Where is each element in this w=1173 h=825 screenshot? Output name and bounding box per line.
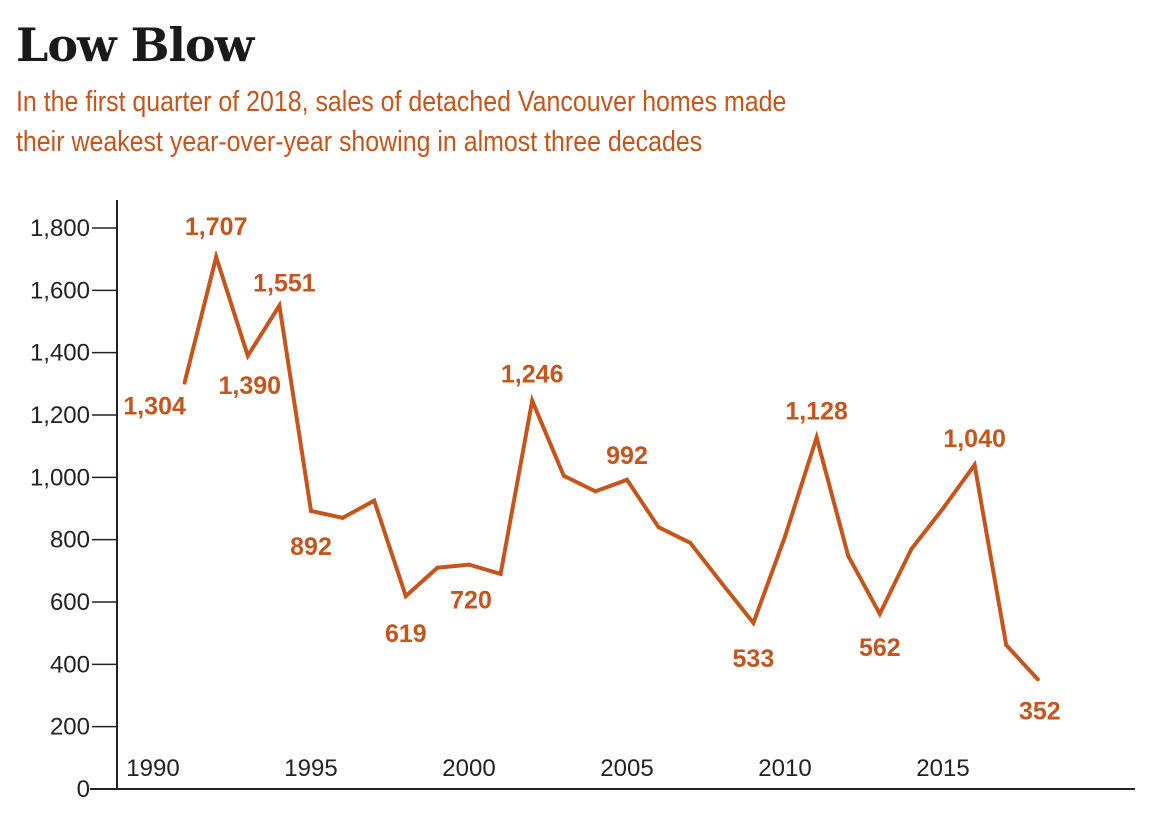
x-tick-label: 2015 — [916, 755, 969, 782]
data-point — [530, 398, 535, 403]
data-label: 533 — [733, 645, 775, 673]
data-point — [625, 477, 629, 482]
data-label: 562 — [859, 634, 901, 662]
data-label: 1,707 — [185, 213, 248, 241]
data-point — [561, 473, 566, 478]
y-tick-label: 400 — [50, 651, 90, 678]
data-label: 1,040 — [943, 425, 1006, 453]
data-point — [877, 611, 882, 616]
y-tick-label: 1,000 — [30, 464, 90, 491]
y-tick-label: 800 — [50, 527, 90, 554]
data-label: 1,304 — [123, 393, 186, 421]
data-point — [277, 303, 282, 308]
x-tick-label: 1995 — [284, 755, 337, 782]
y-tick-label: 1,200 — [30, 402, 90, 429]
chart-subtitle-line1: In the first quarter of 2018, sales of d… — [16, 86, 787, 118]
x-tick-label: 2010 — [758, 755, 811, 782]
data-point — [751, 620, 756, 625]
y-tick-label: 600 — [50, 589, 90, 616]
data-label: 892 — [290, 533, 332, 561]
data-label: 992 — [606, 442, 648, 470]
data-point — [593, 489, 598, 494]
x-tick-label: 2000 — [442, 755, 495, 782]
data-point — [719, 581, 724, 586]
data-point — [309, 508, 313, 513]
data-point — [846, 553, 851, 558]
data-label: 1,551 — [253, 270, 316, 298]
data-point — [372, 498, 377, 503]
data-point — [814, 435, 819, 440]
data-point — [1035, 677, 1040, 682]
data-point — [498, 571, 503, 576]
y-tick-label: 1,800 — [30, 215, 90, 242]
data-point — [182, 380, 187, 385]
data-point — [909, 547, 914, 552]
y-tick-label: 0 — [77, 776, 90, 803]
data-point — [656, 525, 661, 530]
data-label: 1,246 — [501, 361, 564, 389]
x-tick-label: 2005 — [600, 755, 653, 782]
chart-title: Low Blow — [16, 18, 254, 72]
data-point — [941, 506, 945, 511]
series-line — [182, 249, 1040, 681]
data-point — [688, 540, 693, 545]
data-point — [214, 254, 219, 259]
data-label: 720 — [450, 587, 492, 615]
data-point — [435, 565, 440, 570]
data-point — [972, 462, 977, 467]
data-point — [340, 515, 345, 520]
data-label: 1,128 — [785, 397, 848, 425]
y-tick-label: 1,600 — [30, 277, 90, 304]
y-tick-label: 200 — [50, 714, 90, 741]
y-tick-label: 1,400 — [30, 340, 90, 367]
data-point — [467, 562, 471, 567]
data-label: 352 — [1019, 697, 1061, 725]
data-label: 619 — [385, 620, 427, 648]
data-point — [783, 534, 787, 539]
data-label: 1,390 — [219, 372, 282, 400]
chart-subtitle-line2: their weakest year-over-year showing in … — [16, 126, 703, 158]
x-tick-label: 1990 — [126, 755, 179, 782]
data-point — [245, 353, 250, 358]
data-point — [403, 594, 408, 599]
data-point — [1004, 643, 1009, 648]
